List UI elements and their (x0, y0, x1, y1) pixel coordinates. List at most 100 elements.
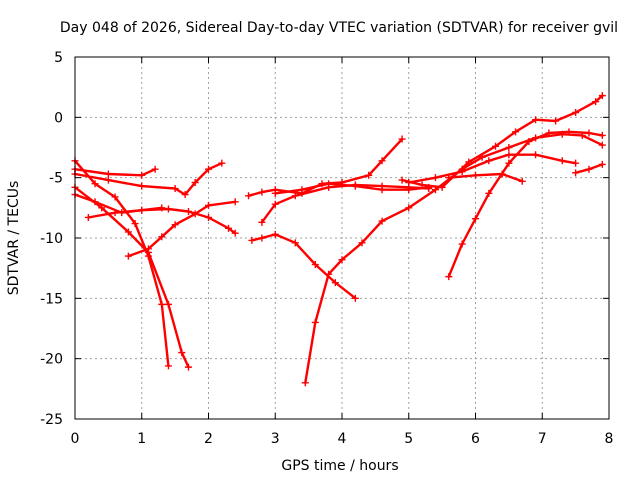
data-point (231, 198, 239, 206)
data-point (138, 206, 146, 214)
data-point (158, 233, 166, 241)
series-line (250, 233, 357, 300)
data-point (245, 192, 253, 200)
data-point (518, 177, 526, 185)
data-point (598, 160, 606, 168)
series-arc-6 (84, 204, 166, 221)
x-tick-label: 4 (338, 431, 347, 447)
data-point (91, 198, 99, 206)
data-point (138, 171, 146, 179)
data-point (225, 224, 233, 232)
data-point (164, 362, 172, 370)
data-point (331, 279, 339, 287)
data-point (398, 176, 406, 184)
x-tick-labels: 0 1 2 3 4 5 6 7 8 (71, 431, 614, 447)
data-point (492, 142, 500, 150)
data-point (431, 174, 439, 182)
series-arc-4 (71, 159, 226, 199)
x-tick-label: 0 (71, 431, 80, 447)
x-tick-label: 6 (471, 431, 480, 447)
data-point (205, 201, 212, 209)
data-point (164, 205, 172, 213)
data-point (325, 180, 333, 188)
data-point (378, 217, 386, 225)
data-point (351, 294, 359, 302)
data-point (512, 128, 520, 136)
data-point (311, 261, 319, 269)
data-point (325, 270, 333, 278)
data-point (258, 188, 266, 196)
data-point (378, 157, 386, 165)
data-point (378, 186, 386, 194)
data-point (472, 171, 479, 179)
data-point (184, 207, 192, 215)
data-point (532, 116, 540, 124)
data-point (171, 185, 179, 193)
series-line (407, 153, 577, 184)
data-point (301, 379, 309, 387)
series-line (304, 133, 604, 384)
series-line (73, 162, 224, 196)
chart-title: Day 048 of 2026, Sidereal Day-to-day VTE… (60, 20, 618, 36)
data-point (124, 252, 132, 260)
data-point (171, 221, 179, 229)
data-point (351, 182, 359, 190)
data-point (298, 186, 306, 194)
data-series (71, 92, 606, 387)
series-arc-10 (258, 181, 433, 226)
data-point (572, 169, 580, 177)
data-point (485, 189, 493, 197)
data-point (131, 220, 139, 228)
data-point (191, 210, 199, 218)
data-point (258, 234, 266, 242)
series-arc-7 (124, 198, 239, 260)
y-tick-label: -20 (40, 352, 63, 368)
series-line (87, 206, 163, 219)
series-line (73, 168, 157, 177)
data-point (405, 178, 413, 186)
data-point (205, 165, 212, 173)
data-point (572, 159, 580, 167)
data-point (104, 176, 112, 184)
data-point (158, 204, 166, 212)
y-tick-label: 5 (54, 50, 63, 66)
series-line (73, 186, 190, 369)
data-point (505, 159, 513, 167)
x-tick-label: 2 (204, 431, 213, 447)
data-point (552, 117, 560, 125)
data-point (405, 204, 413, 212)
data-point (365, 171, 373, 179)
data-point (438, 183, 446, 191)
data-point (532, 151, 540, 159)
x-tick-label: 1 (137, 431, 146, 447)
data-point (84, 213, 92, 221)
series-arc-1 (71, 157, 172, 370)
series-arc-15 (405, 151, 580, 186)
data-point (218, 159, 226, 167)
data-point (525, 137, 533, 145)
y-tick-label: 0 (54, 110, 63, 126)
data-point (111, 193, 119, 201)
data-point (258, 218, 266, 226)
series-arc-16 (445, 170, 526, 185)
y-axis-label: SDTVAR / TECUs (6, 181, 22, 296)
y-tick-labels: -25 -20 -15 -10 -5 0 5 (40, 50, 63, 428)
data-point (598, 92, 606, 100)
axis-ticks (74, 56, 610, 420)
data-point (205, 213, 212, 221)
data-point (291, 192, 299, 200)
data-point (178, 349, 186, 357)
series-line (447, 172, 524, 183)
data-point (445, 174, 453, 182)
x-tick-label: 7 (538, 431, 547, 447)
data-point (598, 131, 606, 139)
series-arc-13 (445, 128, 606, 281)
data-point (111, 209, 119, 217)
x-tick-label: 8 (605, 431, 614, 447)
series-arc-5 (71, 191, 239, 237)
data-point (472, 215, 479, 223)
data-point (271, 230, 279, 238)
data-point (458, 168, 466, 176)
data-point (164, 300, 172, 308)
data-point (338, 256, 346, 264)
